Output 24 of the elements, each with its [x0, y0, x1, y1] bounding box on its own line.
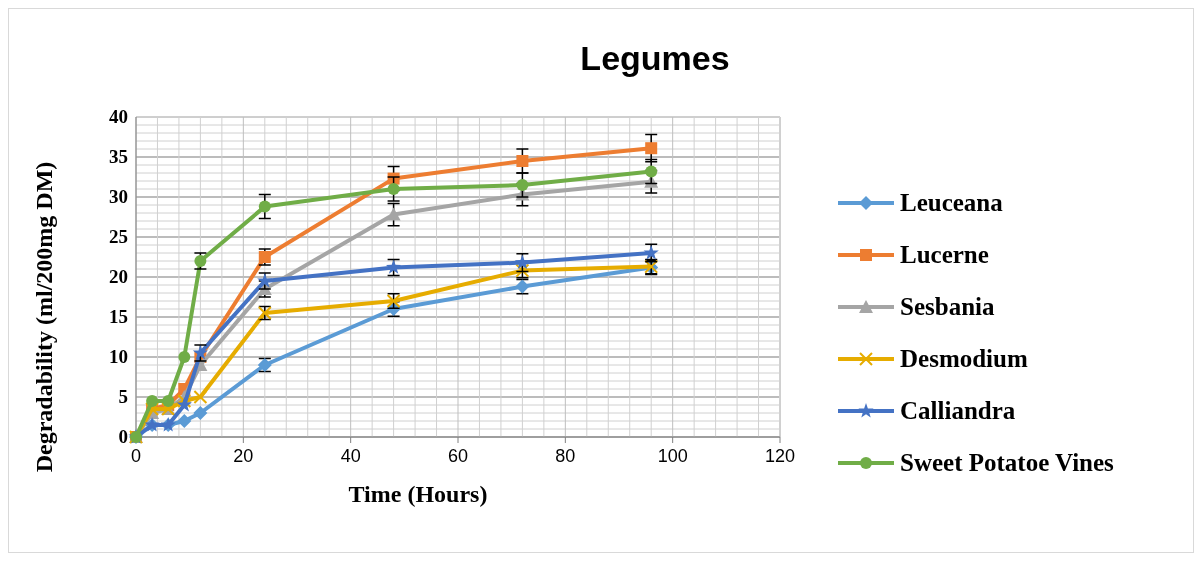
x-tick-label: 40: [340, 446, 361, 466]
x-tick-label: 80: [555, 446, 576, 466]
y-tick-label: 10: [109, 346, 128, 367]
legend-label: Desmodium: [900, 345, 1028, 372]
legend-label: Sweet Potatoe Vines: [900, 449, 1115, 476]
y-tick-label: 35: [109, 146, 128, 167]
y-tick-label: 5: [118, 386, 128, 407]
legend-label: Lucerne: [900, 241, 989, 268]
x-tick-label: 20: [233, 446, 254, 466]
x-axis-title: Time (Hours): [348, 481, 488, 507]
y-tick-label: 30: [109, 186, 128, 207]
x-tick-label: 60: [447, 446, 469, 466]
y-tick-label: 20: [109, 266, 128, 287]
y-tick-label: 15: [109, 306, 128, 327]
chart-title: Legumes: [580, 39, 730, 77]
y-tick-label: 0: [118, 426, 128, 447]
legend-label: Calliandra: [900, 397, 1016, 424]
x-tick-label: 120: [764, 446, 796, 466]
y-tick-label: 40: [109, 106, 128, 127]
legend-label: Leuceana: [900, 189, 1004, 216]
y-tick-label: 25: [109, 226, 128, 247]
legend-label: Sesbania: [900, 293, 995, 320]
y-axis-title: Degradability (ml/200mg DM): [31, 161, 57, 473]
x-tick-label: 100: [657, 446, 688, 466]
